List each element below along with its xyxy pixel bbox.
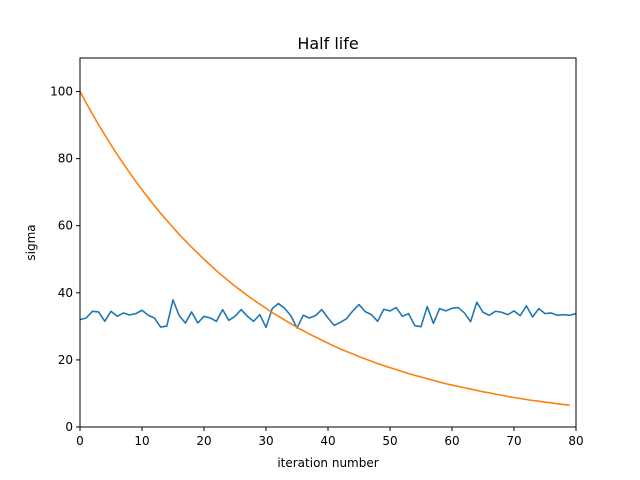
- x-axis-label: iteration number: [277, 456, 378, 470]
- y-tick-label: 0: [65, 420, 73, 434]
- x-axis-ticks: 0 10 20 30 40 50 60 70 80: [76, 427, 584, 448]
- series-line-1: [80, 299, 576, 329]
- x-tick-label: 40: [320, 434, 335, 448]
- y-axis-ticks: 0 20 40 60 80 100: [50, 85, 80, 434]
- y-tick-label: 100: [50, 85, 73, 99]
- plot-frame: [79, 57, 577, 428]
- y-tick-label: 20: [58, 353, 73, 367]
- y-tick-label: 40: [58, 286, 73, 300]
- x-tick-label: 70: [506, 434, 521, 448]
- series-layer: [80, 91, 576, 406]
- x-tick-label: 60: [444, 434, 459, 448]
- x-tick-label: 50: [382, 434, 397, 448]
- y-axis-label: sigma: [24, 224, 38, 260]
- x-tick-label: 80: [568, 434, 583, 448]
- x-tick-label: 30: [258, 434, 273, 448]
- chart-title: Half life: [297, 34, 358, 53]
- x-tick-label: 10: [134, 434, 149, 448]
- x-tick-label: 0: [76, 434, 84, 448]
- x-tick-label: 20: [196, 434, 211, 448]
- y-tick-label: 80: [58, 152, 73, 166]
- y-tick-label: 60: [58, 219, 73, 233]
- series-line-2: [80, 91, 570, 406]
